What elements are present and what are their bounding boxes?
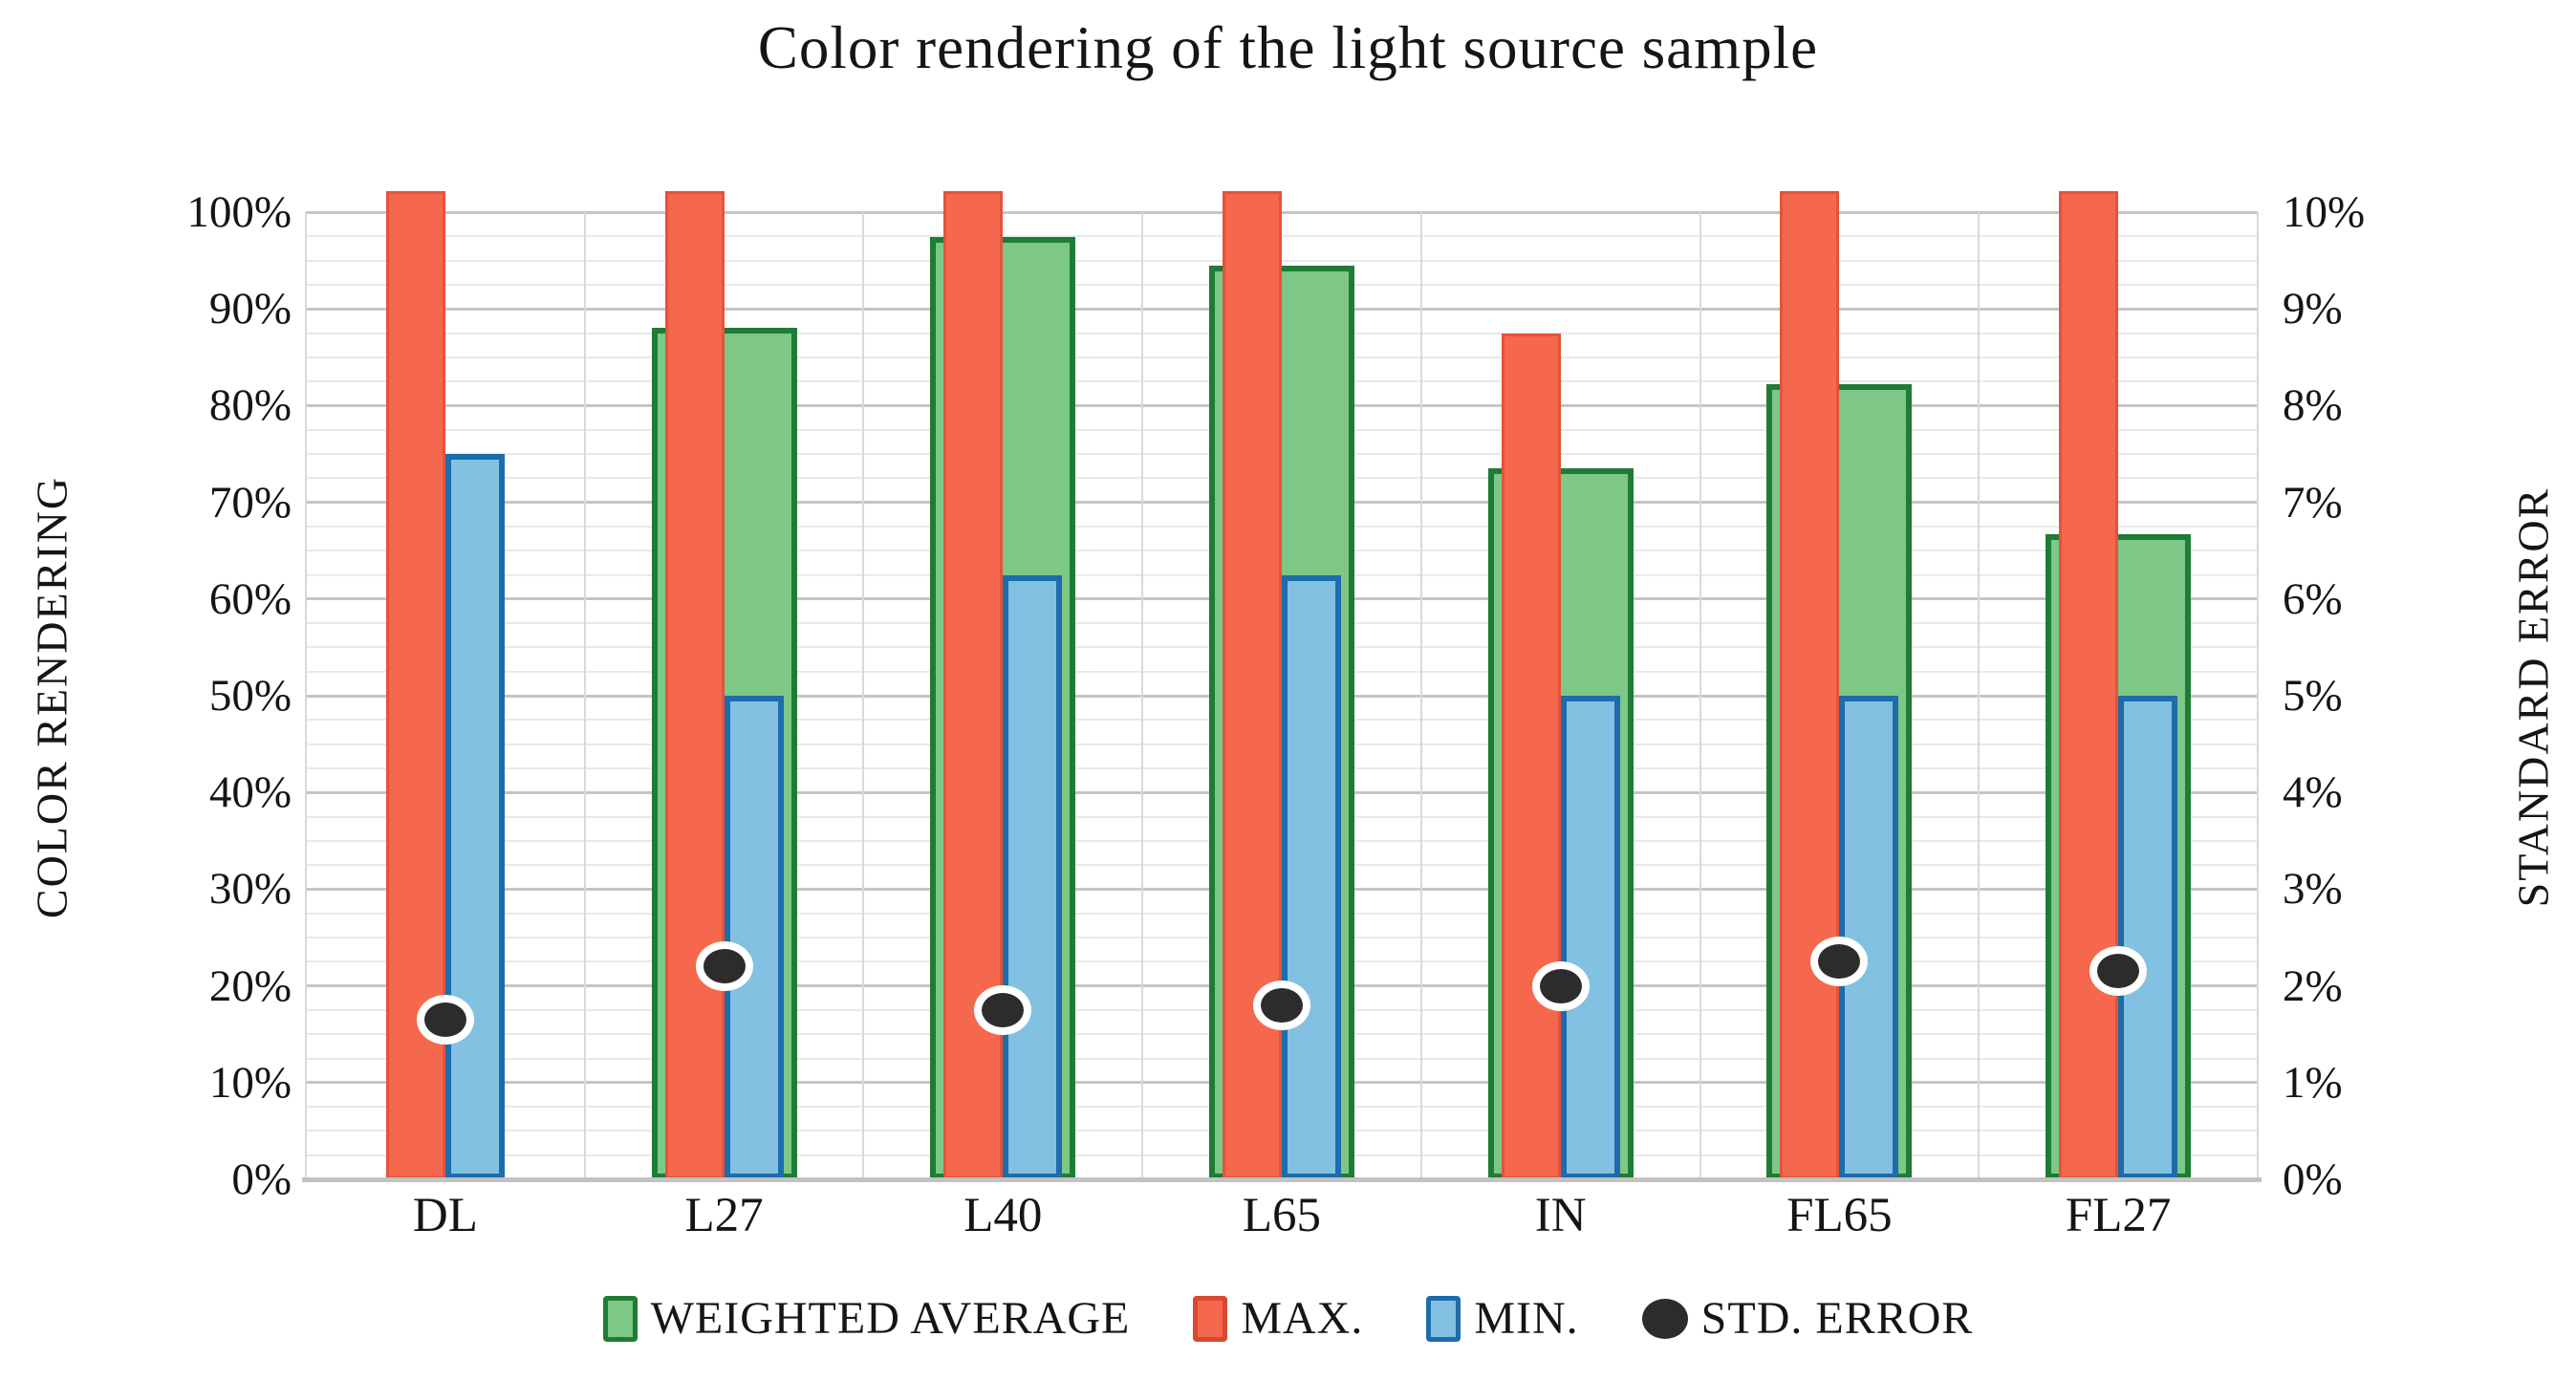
category-slot-l40 (863, 191, 1142, 1179)
gridline-minor (306, 235, 2258, 238)
std-error-marker-fl65 (1810, 937, 1869, 987)
std-error-marker-fl27 (2089, 946, 2148, 997)
right-tick-1: 1% (2283, 1057, 2343, 1108)
legend-label: STD. ERROR (1700, 1293, 1974, 1344)
min-bar-in (1560, 696, 1620, 1179)
left-tick-60: 60% (208, 573, 292, 624)
legend: WEIGHTED AVERAGE MAX. MIN. STD. ERROR (0, 1292, 2576, 1345)
category-label-fl27: FL27 (2065, 1189, 2172, 1242)
gridline-vertical (1699, 212, 1701, 1179)
left-tick-90: 90% (208, 284, 292, 334)
right-tick-6: 6% (2283, 573, 2343, 624)
legend-item-weighted-average: WEIGHTED AVERAGE (602, 1292, 1131, 1345)
category-slot-fl27 (1979, 191, 2258, 1179)
max-bar-l65 (1222, 191, 1282, 1179)
left-tick-100: 100% (186, 187, 292, 237)
gridline-vertical (2257, 212, 2259, 1179)
legend-item-max: MAX. (1193, 1292, 1363, 1345)
left-tick-80: 80% (208, 380, 292, 431)
right-tick-2: 2% (2283, 960, 2343, 1011)
max-bar-fl65 (1780, 191, 1840, 1179)
left-tick-40: 40% (208, 767, 292, 818)
category-slot-in (1421, 212, 1700, 1179)
right-tick-8: 8% (2283, 380, 2343, 431)
category-label-l65: L65 (1242, 1189, 1322, 1242)
max-bar-l27 (664, 191, 725, 1179)
category-label-l40: L40 (963, 1189, 1043, 1242)
left-tick-70: 70% (208, 477, 292, 528)
legend-swatch-std-error-icon (1641, 1298, 1688, 1339)
std-error-marker-l27 (695, 941, 753, 992)
right-tick-10: 10% (2283, 187, 2366, 237)
gridline-minor (306, 259, 2258, 262)
gridline-vertical (1419, 212, 1422, 1179)
category-label-in: IN (1534, 1189, 1587, 1242)
legend-swatch-bar-icon (602, 1295, 638, 1342)
category-slot-dl (306, 191, 585, 1179)
std-error-marker-l65 (1252, 980, 1310, 1030)
min-bar-fl27 (2118, 696, 2178, 1179)
legend-item-min: MIN. (1426, 1292, 1578, 1345)
std-error-marker-l40 (974, 984, 1032, 1035)
std-error-marker-in (1531, 960, 1590, 1011)
gridline-vertical (305, 212, 307, 1179)
legend-label: MAX. (1241, 1293, 1364, 1344)
gridline-vertical (1141, 212, 1144, 1179)
category-label-fl65: FL65 (1786, 1189, 1893, 1242)
min-bar-l27 (724, 696, 784, 1179)
left-tick-50: 50% (208, 671, 292, 721)
category-label-dl: DL (412, 1189, 478, 1242)
chart-title: Color rendering of the light source samp… (757, 14, 1819, 81)
legend-label: WEIGHTED AVERAGE (650, 1293, 1131, 1344)
category-slot-l27 (585, 191, 864, 1179)
left-tick-30: 30% (208, 864, 292, 915)
legend-item-std-error: STD. ERROR (1641, 1292, 1974, 1345)
gridline-vertical (862, 212, 865, 1179)
x-axis-line (302, 1177, 2262, 1182)
left-tick-10: 10% (208, 1057, 292, 1108)
category-slot-fl65 (1700, 191, 1980, 1179)
gridline-major (306, 210, 2258, 214)
left-tick-20: 20% (208, 960, 292, 1011)
right-tick-9: 9% (2283, 284, 2343, 334)
min-bar-dl (444, 454, 505, 1179)
right-tick-5: 5% (2283, 671, 2343, 721)
max-bar-in (1501, 333, 1561, 1179)
std-error-marker-dl (416, 995, 474, 1046)
gridline-vertical (1978, 212, 1981, 1179)
max-bar-fl27 (2059, 191, 2119, 1179)
left-tick-0: 0% (231, 1154, 292, 1204)
right-tick-4: 4% (2283, 767, 2343, 818)
legend-label: MIN. (1474, 1293, 1579, 1344)
legend-swatch-bar-icon (1193, 1295, 1228, 1342)
category-label-l27: L27 (684, 1189, 764, 1242)
category-slot-l65 (1142, 191, 1421, 1179)
plot-area (302, 191, 2262, 1182)
min-bar-l65 (1281, 574, 1341, 1179)
right-tick-7: 7% (2283, 477, 2343, 528)
right-tick-0: 0% (2283, 1154, 2343, 1204)
right-tick-3: 3% (2283, 864, 2343, 915)
legend-swatch-bar-icon (1426, 1295, 1461, 1342)
gridline-vertical (583, 212, 586, 1179)
min-bar-l40 (1003, 574, 1063, 1179)
